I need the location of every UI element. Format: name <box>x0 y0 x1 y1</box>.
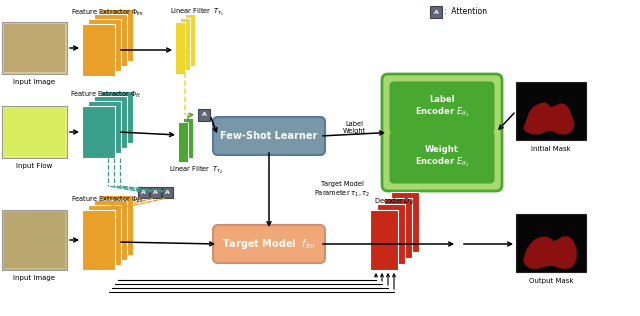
FancyBboxPatch shape <box>213 225 325 263</box>
Text: Feature Extractor $\Phi_{ft}$: Feature Extractor $\Phi_{ft}$ <box>70 90 141 100</box>
Bar <box>161 186 173 198</box>
Bar <box>384 198 412 258</box>
Text: Feature Extractor $\Phi_{Im}$: Feature Extractor $\Phi_{Im}$ <box>72 8 145 18</box>
Bar <box>4 212 65 268</box>
Bar <box>94 14 127 66</box>
Bar <box>150 186 161 198</box>
Text: Label
Weight: Label Weight <box>342 121 365 135</box>
Bar <box>94 96 127 148</box>
Text: Initial Mask: Initial Mask <box>531 146 571 152</box>
Text: A: A <box>141 190 145 195</box>
Text: A: A <box>202 112 207 118</box>
Text: Decoder $D_d$: Decoder $D_d$ <box>374 197 414 207</box>
FancyBboxPatch shape <box>213 117 325 155</box>
Bar <box>183 118 193 158</box>
Bar <box>178 122 188 162</box>
Bar <box>175 22 185 74</box>
Bar <box>100 91 133 143</box>
Bar <box>198 109 210 121</box>
Text: Label
Encoder $E_{\theta_1}$: Label Encoder $E_{\theta_1}$ <box>415 95 469 119</box>
Bar <box>88 205 121 265</box>
Text: Input Image: Input Image <box>13 275 55 281</box>
Bar <box>4 24 65 72</box>
Bar <box>2 22 67 74</box>
FancyBboxPatch shape <box>382 74 502 191</box>
Text: Linear Filter  $T_{\tau_1}$: Linear Filter $T_{\tau_1}$ <box>170 7 224 17</box>
Text: Linear Filter  $T_{\tau_2}$: Linear Filter $T_{\tau_2}$ <box>169 165 223 175</box>
Bar <box>180 18 190 70</box>
Bar <box>138 186 148 198</box>
Text: A: A <box>433 9 438 15</box>
Bar <box>377 204 405 264</box>
Text: A: A <box>164 190 170 195</box>
Bar <box>2 210 67 270</box>
Bar <box>370 210 398 270</box>
Bar <box>4 108 65 156</box>
FancyBboxPatch shape <box>390 82 494 133</box>
Bar <box>185 14 195 66</box>
Text: Weight
Encoder $E_{\theta_2}$: Weight Encoder $E_{\theta_2}$ <box>415 145 469 169</box>
Bar <box>100 9 133 61</box>
Text: Target Model  $f_{tm}$: Target Model $f_{tm}$ <box>222 237 316 251</box>
Bar <box>2 106 67 158</box>
Bar <box>430 6 442 18</box>
Bar <box>88 19 121 71</box>
Bar <box>100 195 133 255</box>
Text: Input Flow: Input Flow <box>16 163 52 169</box>
Bar <box>516 82 586 140</box>
Bar <box>82 210 115 270</box>
Text: Output Mask: Output Mask <box>529 278 573 284</box>
Polygon shape <box>524 237 576 268</box>
Text: Target Model
Parameter $\tau_1, \tau_2$: Target Model Parameter $\tau_1, \tau_2$ <box>314 181 370 199</box>
Bar <box>391 192 419 252</box>
Text: Feature Extractor $\Phi_{Im}$: Feature Extractor $\Phi_{Im}$ <box>72 195 145 205</box>
Bar <box>82 106 115 158</box>
Bar <box>88 101 121 153</box>
Bar <box>516 214 586 272</box>
Text: :  Attention: : Attention <box>445 8 488 16</box>
Text: Input Image: Input Image <box>13 79 55 85</box>
Text: A: A <box>152 190 157 195</box>
Bar <box>94 200 127 260</box>
FancyBboxPatch shape <box>390 132 494 183</box>
Bar <box>82 24 115 76</box>
Text: Few-Shot Learner: Few-Shot Learner <box>220 131 317 141</box>
Polygon shape <box>524 103 574 134</box>
